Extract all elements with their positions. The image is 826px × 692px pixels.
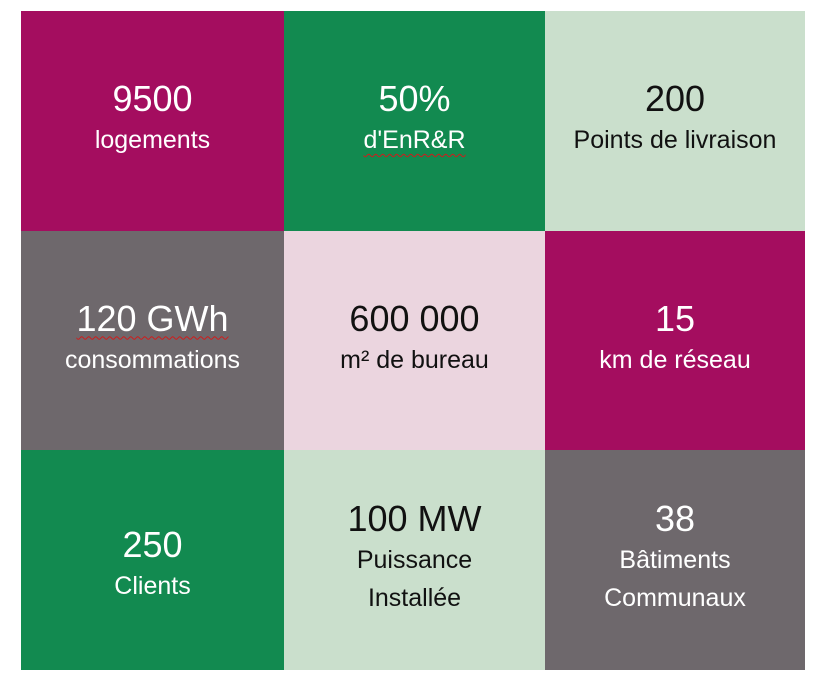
stat-tile-puissance: 100 MW Puissance Installée	[284, 450, 545, 670]
stat-tile-clients: 250 Clients	[21, 450, 284, 670]
stat-label: Clients	[114, 572, 191, 600]
stats-grid: 9500 logements 50% d'EnR&R 200 Points de…	[21, 11, 805, 670]
stat-value: 600 000	[349, 297, 480, 339]
stat-tile-bureau: 600 000 m² de bureau	[284, 231, 545, 450]
stat-value: 38	[654, 498, 696, 539]
stat-label: consommations	[64, 345, 241, 374]
stat-value: 15	[654, 297, 696, 339]
stat-value: 200	[644, 78, 706, 119]
stat-tile-points-livraison: 200 Points de livraison	[545, 11, 805, 231]
stat-label-line1: Bâtiments	[619, 546, 731, 574]
stat-value: 9500	[112, 78, 193, 119]
stat-label: d'EnR&R	[363, 126, 466, 154]
stat-label: m² de bureau	[340, 345, 489, 374]
stat-label: Points de livraison	[573, 126, 777, 154]
stat-tile-batiments: 38 Bâtiments Communaux	[545, 450, 805, 670]
stat-tile-logements: 9500 logements	[21, 11, 284, 231]
stat-label-line1: Puissance	[356, 546, 473, 574]
stat-label-line2: Communaux	[604, 584, 746, 612]
stat-value: 50%	[378, 78, 451, 119]
stat-label: km de réseau	[599, 345, 751, 374]
stat-label: logements	[94, 126, 211, 154]
stat-tile-enr: 50% d'EnR&R	[284, 11, 545, 231]
stat-tile-consommations: 120 GWh consommations	[21, 231, 284, 450]
stat-value: 100 MW	[347, 498, 482, 539]
stat-tile-reseau: 15 km de réseau	[545, 231, 805, 450]
stat-value: 250	[122, 524, 183, 565]
stat-value: 120 GWh	[76, 297, 229, 339]
stat-label-line2: Installée	[367, 584, 462, 612]
